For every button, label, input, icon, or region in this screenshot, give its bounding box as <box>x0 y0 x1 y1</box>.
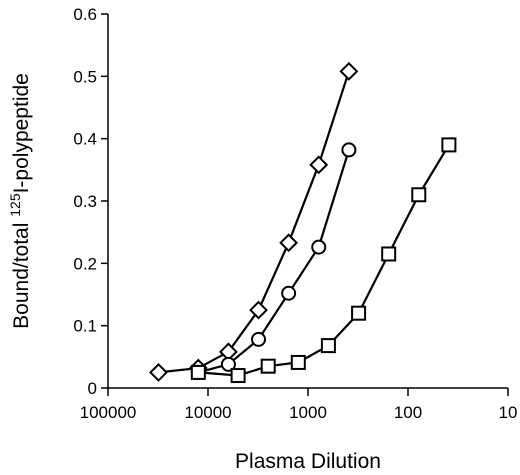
diamond-marker <box>249 300 268 320</box>
diamond-marker <box>279 233 299 253</box>
y-tick-label: 0 <box>88 379 97 398</box>
x-ticks: 100000 10000 1000 100 10 <box>80 388 518 422</box>
series-circle <box>190 142 357 380</box>
diamond-marker <box>339 61 359 81</box>
square-marker <box>320 338 336 354</box>
square-marker <box>230 368 246 384</box>
x-tick-label: 1000 <box>289 403 327 422</box>
square-marker <box>190 364 206 380</box>
series-square <box>190 137 457 384</box>
y-tick-label: 0.6 <box>73 5 97 24</box>
y-axis-title-suffix: I-polypeptide <box>10 73 33 193</box>
circle-marker <box>341 142 357 158</box>
square-marker <box>441 137 457 153</box>
square-marker <box>260 358 276 374</box>
series-layer <box>149 61 457 384</box>
circle-marker <box>251 331 267 347</box>
series-diamond <box>149 61 359 382</box>
square-marker <box>290 354 306 370</box>
diamond-marker <box>149 363 168 382</box>
x-tick-label: 10000 <box>184 403 231 422</box>
y-tick-label: 0.5 <box>73 67 97 86</box>
diamond-marker <box>309 155 329 175</box>
y-tick-label: 0.4 <box>73 130 97 149</box>
circle-marker <box>281 285 297 301</box>
square-marker <box>411 187 427 203</box>
square-marker <box>381 246 397 262</box>
y-axis-title-superscript: 125 <box>7 193 23 217</box>
y-tick-label: 0.3 <box>73 192 97 211</box>
y-axis-title-prefix: Bound/total <box>10 217 33 329</box>
y-tick-label: 0.1 <box>73 317 97 336</box>
x-tick-label: 100 <box>394 403 422 422</box>
x-axis-title: Plasma Dilution <box>235 450 381 473</box>
y-tick-label: 0.2 <box>73 254 97 273</box>
axes <box>107 14 508 389</box>
x-tick-label: 10 <box>499 403 518 422</box>
circle-marker <box>311 239 327 255</box>
x-tick-label: 100000 <box>80 403 137 422</box>
square-marker <box>351 305 367 321</box>
series-line-diamond <box>158 70 350 374</box>
y-axis-title: Bound/total 125I-polypeptide <box>7 73 33 329</box>
circle-marker <box>220 356 236 372</box>
y-ticks: 0 0.1 0.2 0.3 0.4 0.5 0.6 <box>73 5 108 398</box>
